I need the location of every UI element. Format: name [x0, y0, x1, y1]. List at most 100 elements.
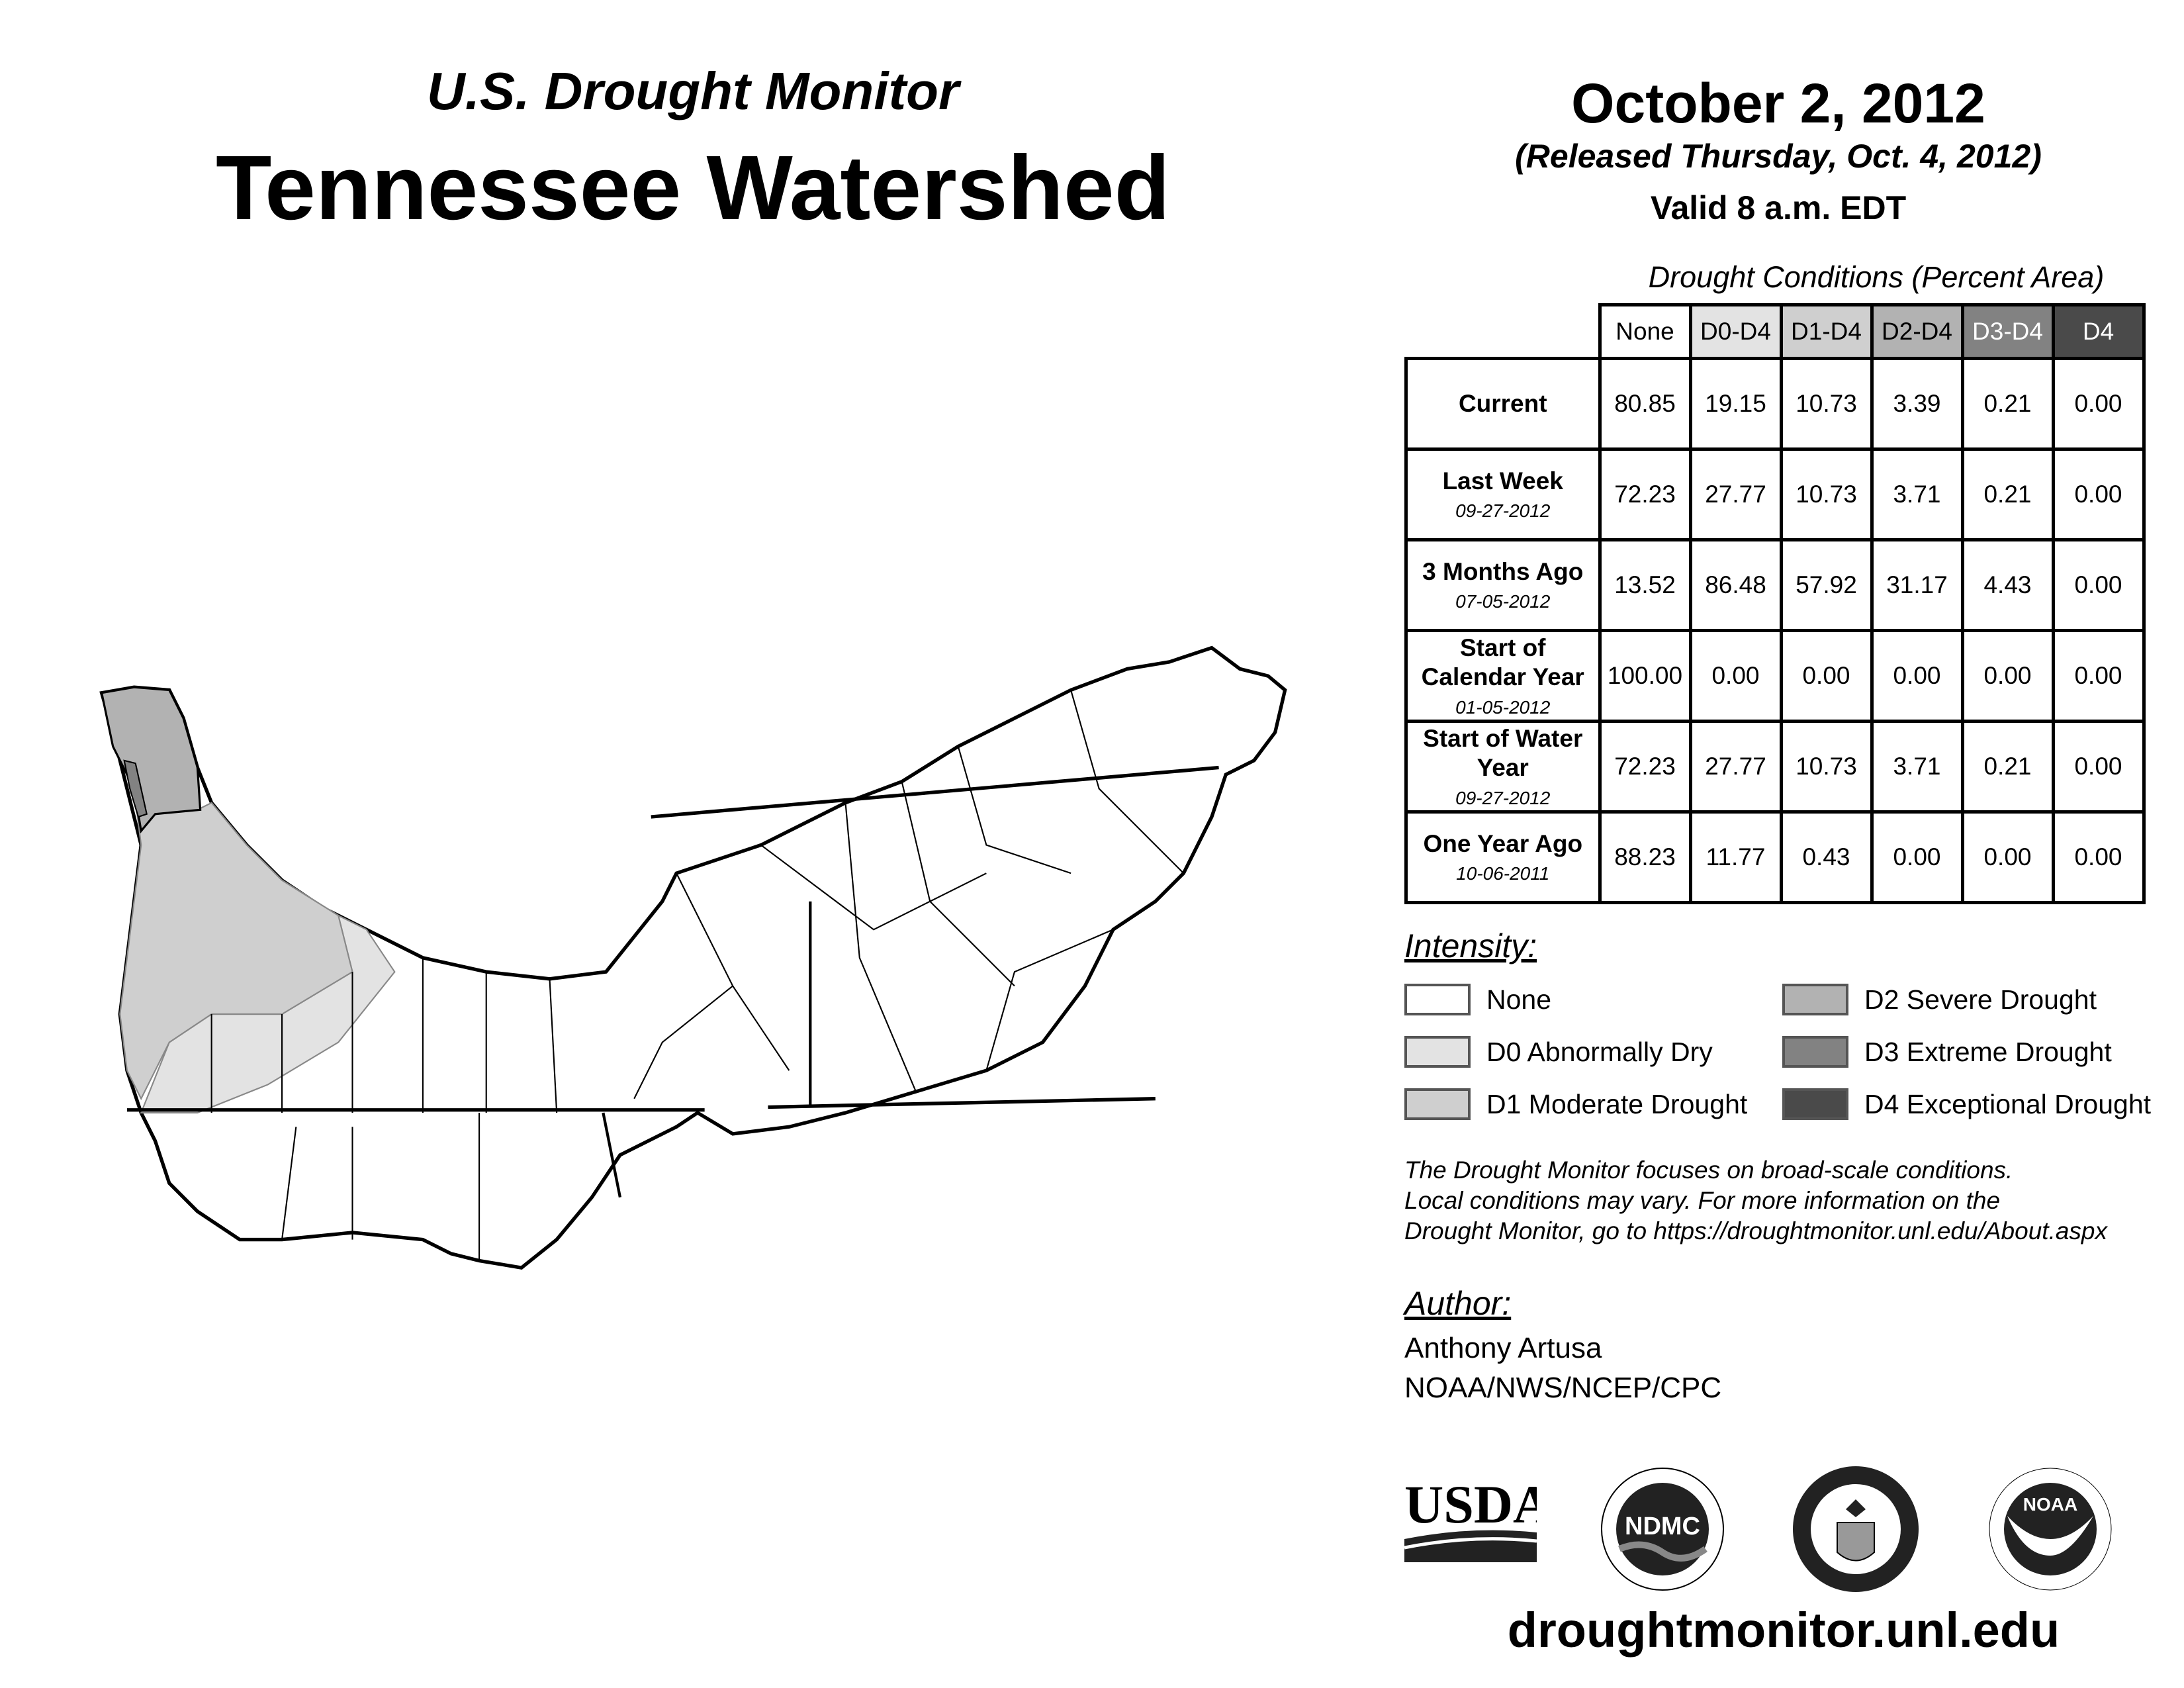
row-label: Last Week 09-27-2012: [1404, 447, 1602, 541]
d3-area: [123, 759, 148, 818]
legend-label: D0 Abnormally Dry: [1486, 1036, 1713, 1067]
row-date: 07-05-2012: [1455, 591, 1551, 612]
table-header-row: None D0-D4 D1-D4 D2-D4 D3-D4 D4: [1406, 303, 2146, 360]
legend-swatch: [1404, 984, 1471, 1015]
table-cell: 0.00: [1960, 629, 2055, 723]
ndmc-logo: NDMC: [1601, 1468, 1724, 1591]
svg-text:USDA: USDA: [1404, 1474, 1537, 1534]
col-d2-d4: D2-D4: [1870, 303, 1964, 360]
table-cell: 0.21: [1960, 447, 2055, 541]
author-label: Author:: [1404, 1285, 1512, 1322]
table-row: Last Week 09-27-2012 72.23 27.77 10.73 3.71 0.…: [1404, 447, 2146, 541]
row-label-text: 3 Months Ago: [1422, 558, 1584, 585]
table-cell: 80.85: [1598, 357, 1692, 451]
disclaimer-line: The Drought Monitor focuses on broad-sca…: [1404, 1156, 2013, 1184]
row-label-text: Current: [1458, 389, 1547, 417]
row-label-text: Start of Water Year: [1423, 724, 1583, 782]
col-d4: D4: [2051, 303, 2146, 360]
table-cell: 27.77: [1688, 447, 1783, 541]
table-cell: 0.00: [1870, 810, 1964, 904]
table-cell: 0.43: [1779, 810, 1874, 904]
table-cell: 0.00: [2051, 357, 2146, 451]
release-date: (Released Thursday, Oct. 4, 2012): [1515, 138, 2042, 175]
drought-conditions-table: None D0-D4 D1-D4 D2-D4 D3-D4 D4 Current 8…: [1404, 303, 2146, 904]
row-label: Start of Water Year 09-27-2012: [1404, 720, 1602, 814]
table-row: Current 80.85 19.15 10.73 3.39 0.21 0.00: [1404, 357, 2146, 451]
legend-label: D3 Extreme Drought: [1864, 1036, 2112, 1067]
watershed-outline: [99, 645, 1287, 1270]
table-row: One Year Ago 10-06-2011 88.23 11.77 0.43 0.00…: [1404, 810, 2146, 904]
d2-area: [100, 686, 202, 833]
col-d1-d4: D1-D4: [1779, 303, 1874, 360]
table-cell: 0.00: [1779, 629, 1874, 723]
legend-swatch: [1404, 1036, 1471, 1068]
row-label: 3 Months Ago 07-05-2012: [1404, 538, 1602, 632]
website-url[interactable]: droughtmonitor.unl.edu: [1507, 1603, 2060, 1658]
legend-swatch: [1782, 1036, 1848, 1068]
map-title: Tennessee Watershed: [216, 137, 1170, 239]
table-cell: 72.23: [1598, 720, 1692, 814]
disclaimer: The Drought Monitor focuses on broad-sca…: [1404, 1155, 2107, 1246]
table-cell: 10.73: [1779, 720, 1874, 814]
table-row: Start of Water Year 09-27-2012 72.23 27.77 1…: [1404, 720, 2146, 814]
usda-logo: USDA: [1404, 1474, 1537, 1562]
legend-item: D4 Exceptional Drought: [1782, 1088, 2151, 1120]
row-date: 10-06-2011: [1456, 863, 1550, 884]
table-cell: 88.23: [1598, 810, 1692, 904]
table-cell: 72.23: [1598, 447, 1692, 541]
table-cell: 13.52: [1598, 538, 1692, 632]
legend-item: D3 Extreme Drought: [1782, 1036, 2112, 1068]
header-blank: [1406, 305, 1602, 360]
row-date: 09-27-2012: [1455, 500, 1551, 522]
author-org: NOAA/NWS/NCEP/CPC: [1404, 1372, 1722, 1404]
table-cell: 27.77: [1688, 720, 1783, 814]
state-boundary: [768, 1097, 1156, 1109]
legend-label: None: [1486, 984, 1552, 1015]
table-cell: 100.00: [1598, 629, 1692, 723]
table-cell: 0.00: [1870, 629, 1964, 723]
table-cell: 0.00: [2051, 447, 2146, 541]
disclaimer-line: Local conditions may vary. For more info…: [1404, 1187, 2001, 1214]
table-cell: 3.71: [1870, 720, 1964, 814]
table-cell: 3.71: [1870, 447, 1964, 541]
table-cell: 0.00: [2051, 538, 2146, 632]
legend-item: D0 Abnormally Dry: [1404, 1036, 1713, 1068]
table-cell: 0.21: [1960, 357, 2055, 451]
table-cell: 57.92: [1779, 538, 1874, 632]
legend-title: Intensity:: [1404, 927, 1537, 964]
legend-label: D4 Exceptional Drought: [1864, 1088, 2152, 1119]
table-cell: 3.39: [1870, 357, 1964, 451]
row-label: One Year Ago 10-06-2011: [1404, 810, 1602, 904]
table-cell: 0.00: [1960, 810, 2055, 904]
row-label-text: Last Week: [1442, 467, 1563, 494]
row-label-text: Start of Calendar Year: [1421, 633, 1584, 691]
legend-label: D2 Severe Drought: [1864, 984, 2097, 1015]
table-cell: 0.00: [2051, 629, 2146, 723]
table-cell: 0.00: [2051, 810, 2146, 904]
row-date: 09-27-2012: [1455, 787, 1551, 808]
table-cell: 31.17: [1870, 538, 1964, 632]
table-cell: 0.21: [1960, 720, 2055, 814]
state-boundary: [651, 765, 1219, 819]
table-caption: Drought Conditions (Percent Area): [1648, 260, 2105, 294]
table-cell: 86.48: [1688, 538, 1783, 632]
table-cell: 19.15: [1688, 357, 1783, 451]
table-cell: 0.00: [1688, 629, 1783, 723]
doc-seal: [1793, 1466, 1919, 1592]
table-cell: 10.73: [1779, 447, 1874, 541]
legend-swatch: [1404, 1088, 1471, 1120]
author-name: Anthony Artusa: [1404, 1332, 1602, 1364]
state-boundary: [602, 1112, 622, 1198]
county-lines: [210, 690, 1185, 1261]
svg-text:NOAA: NOAA: [2023, 1494, 2077, 1515]
valid-time: Valid 8 a.m. EDT: [1650, 189, 1907, 226]
noaa-logo: NOAA: [1989, 1468, 2112, 1591]
disclaimer-line: Drought Monitor, go to https://droughtmo…: [1404, 1217, 2107, 1244]
col-d0-d4: D0-D4: [1688, 303, 1783, 360]
row-label: Current: [1404, 357, 1602, 451]
table-cell: 11.77: [1688, 810, 1783, 904]
legend-item: None: [1404, 984, 1551, 1015]
watershed-map: [99, 645, 1287, 1270]
legend-swatch: [1782, 1088, 1848, 1120]
legend-swatch: [1782, 984, 1848, 1015]
